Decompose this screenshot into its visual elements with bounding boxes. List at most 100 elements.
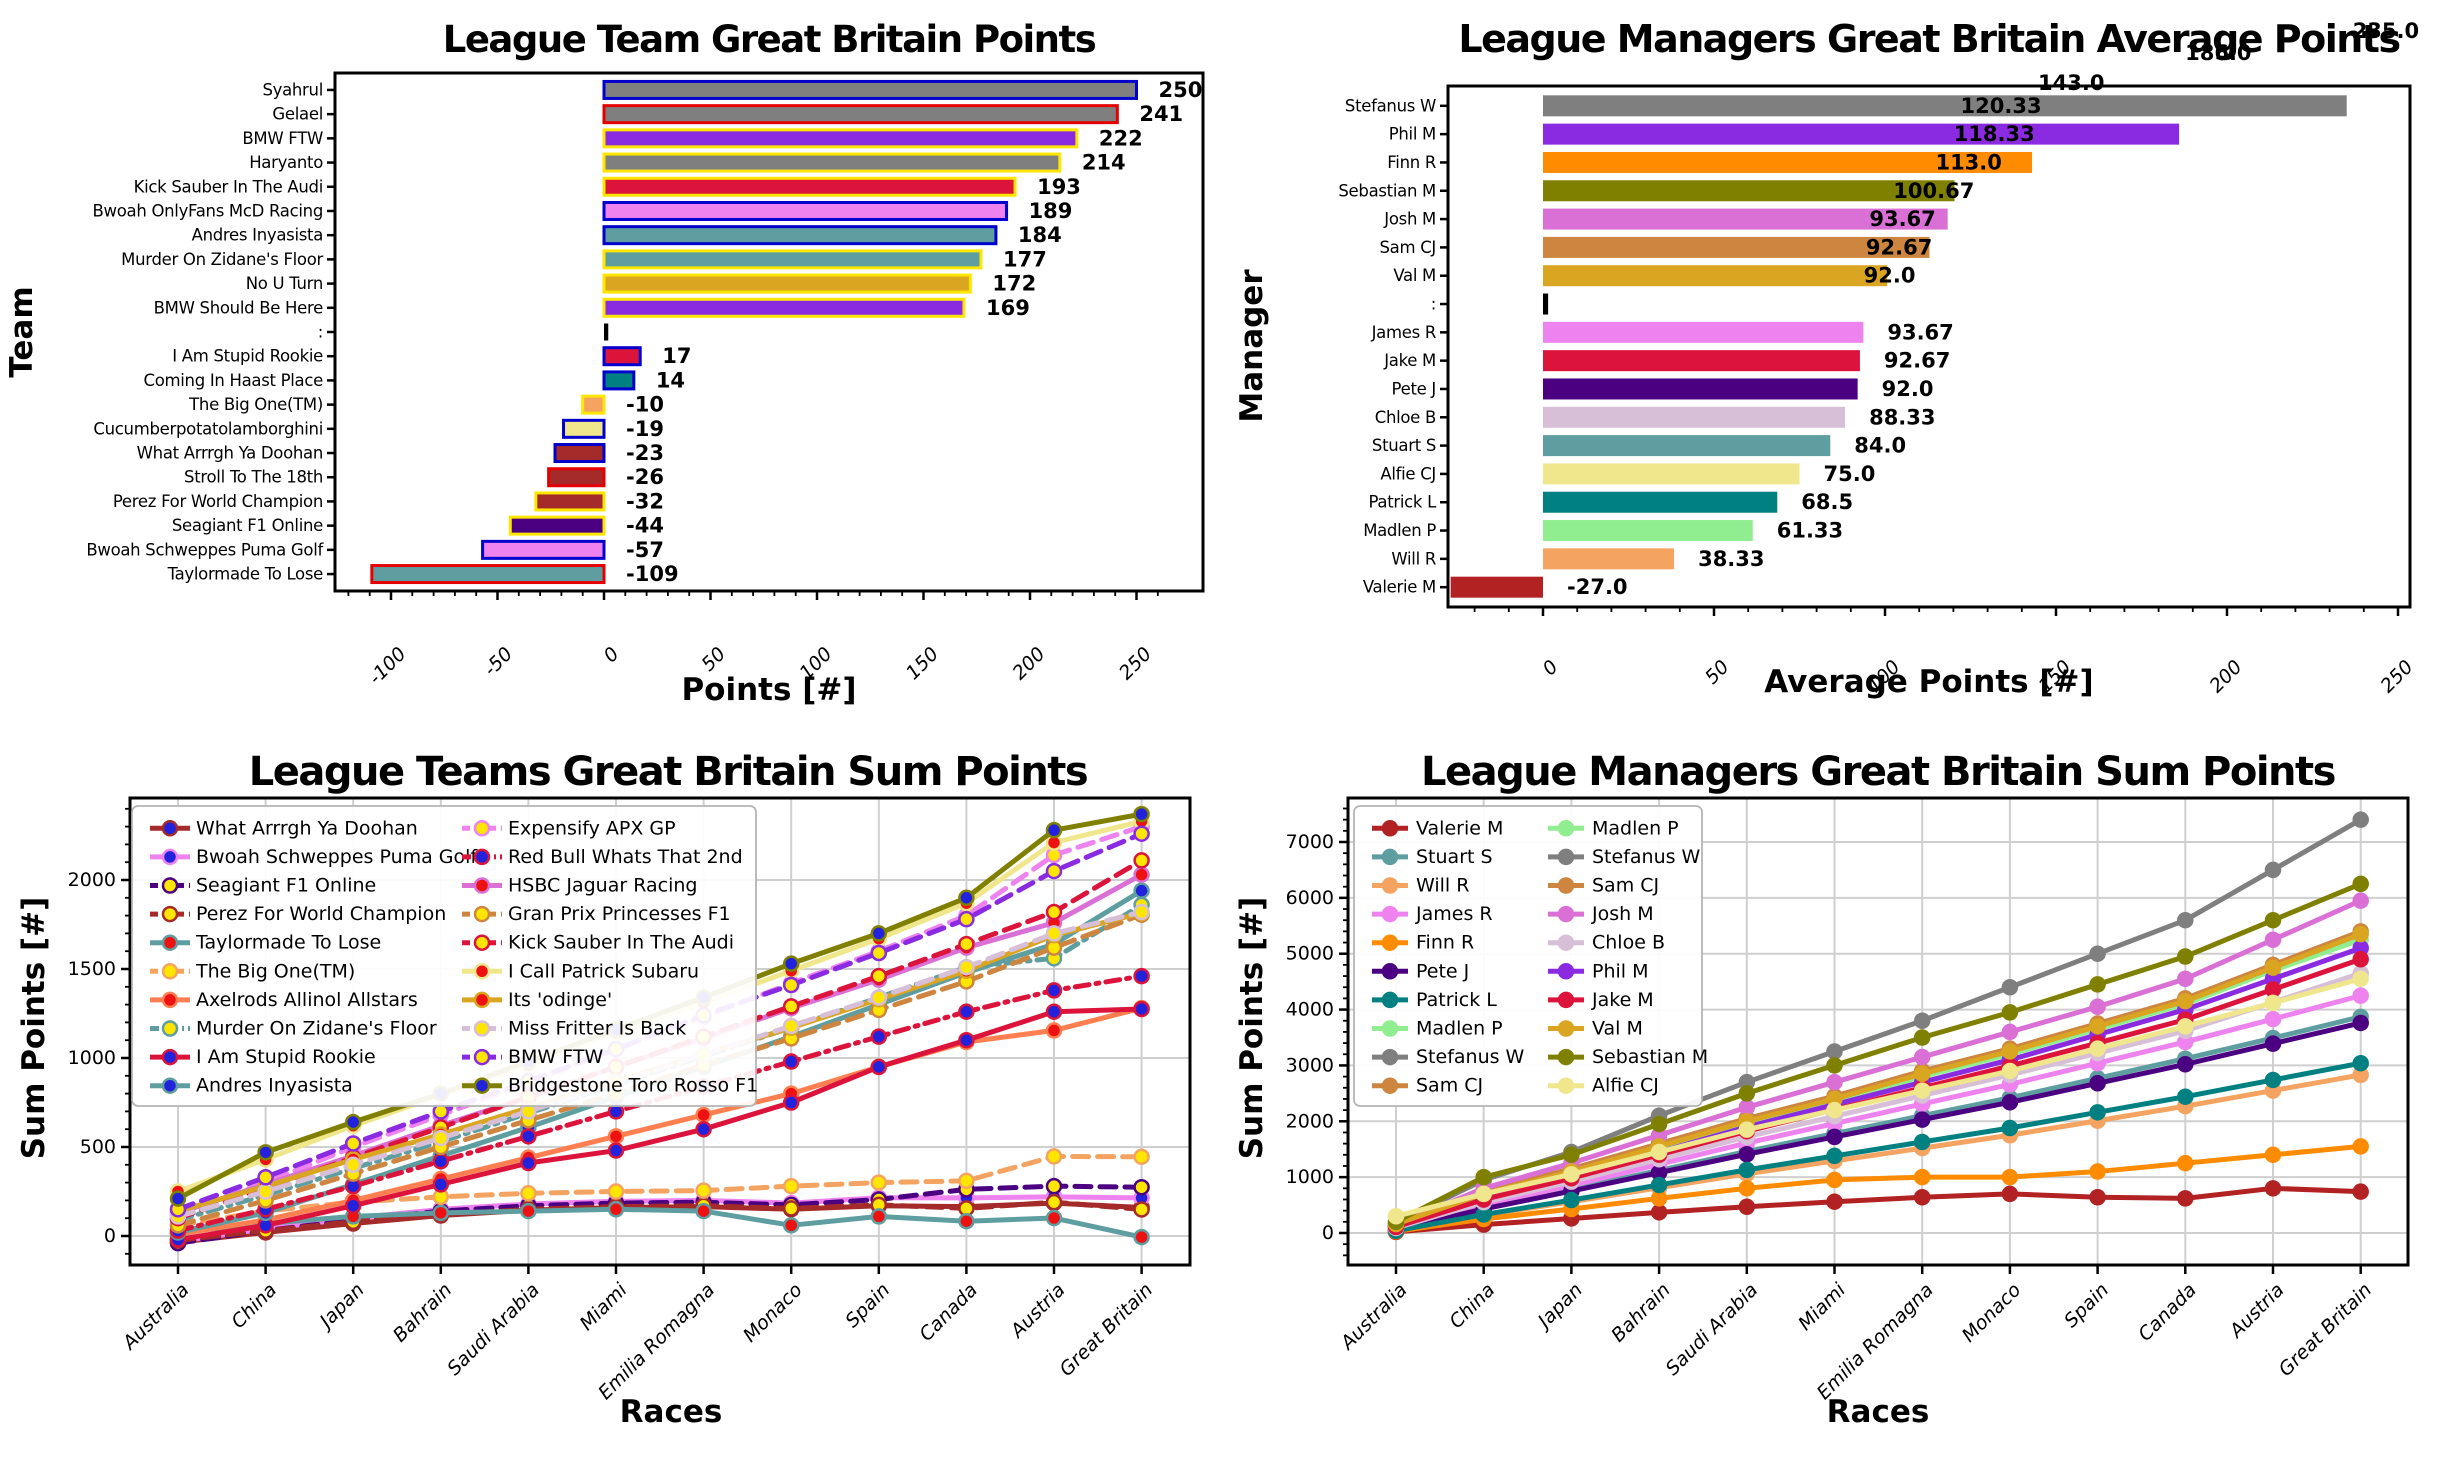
marker-sebastian-m — [1563, 1146, 1580, 1164]
team-points-title: League Team Great Britain Points — [443, 18, 1096, 61]
marker-bridgestone-toro-rosso-f1 — [1045, 821, 1063, 839]
legend-item-bridgestone-toro-rosso-f1: Bridgestone Toro Rosso F1 — [462, 1075, 758, 1097]
marker-josh-m — [1738, 1099, 1756, 1116]
marker-josh-m — [1913, 1048, 1931, 1066]
marker-i-am-stupid-rookie — [1133, 1000, 1150, 1018]
bar-stefanus-w — [1543, 95, 2347, 117]
marker-pete-j — [2089, 1075, 2106, 1092]
marker-josh-m — [2177, 970, 2194, 988]
legend-item-hsbc-jaguar-racing: HSBC Jaguar Racing — [462, 875, 697, 897]
marker-alfie-cj — [1826, 1101, 1843, 1119]
marker-i-am-stupid-rookie — [695, 1120, 712, 1138]
legend-marker — [473, 1020, 491, 1037]
bar-jake-m — [1543, 350, 1860, 372]
race-label-monaco: Monaco — [1958, 1279, 2026, 1347]
legend-label-hsbc-jaguar-racing: HSBC Jaguar Racing — [508, 875, 697, 897]
legend-label-bridgestone-toro-rosso-f1: Bridgestone Toro Rosso F1 — [508, 1075, 758, 1097]
row-label-coming-in-haast-place: Coming In Haast Place — [143, 371, 323, 390]
race-label-miami: Miami — [576, 1278, 632, 1334]
y-tick-label: 4000 — [1286, 999, 1334, 1021]
series-sebastian-m — [1393, 881, 2364, 1225]
legend-marker — [1381, 934, 1399, 951]
marker-bridgestone-toro-rosso-f1 — [257, 1144, 274, 1161]
bar-what-arrrgh-ya-doohan — [553, 443, 606, 464]
row-label-stroll-to-the-18th: Stroll To The 18th — [184, 468, 323, 487]
marker-the-big-one-tm — [782, 1177, 800, 1195]
legend-label-james-r: James R — [1415, 903, 1493, 925]
marker-finn-r — [1738, 1180, 1756, 1197]
legend-marker — [1381, 1048, 1399, 1066]
bar-value-perez-for-world-champion: -32 — [626, 489, 664, 513]
marker-miss-fritter-is-back — [958, 958, 975, 976]
race-label-china: China — [227, 1279, 281, 1333]
row-label-andres-inyasista: Andres Inyasista — [192, 226, 323, 245]
team-sum-points-xlabel: Races — [620, 1394, 723, 1430]
marker-james-r — [2352, 987, 2369, 1004]
marker-the-big-one-tm — [958, 1172, 975, 1190]
legend-marker — [161, 848, 179, 866]
legend-marker — [1557, 848, 1575, 866]
marker-valerie-m — [2264, 1180, 2282, 1197]
marker-val-m — [2352, 925, 2369, 943]
legend-marker — [1557, 991, 1575, 1009]
legend-item-james-r: James R — [1372, 903, 1493, 925]
marker-alfie-cj — [1387, 1207, 1405, 1225]
bar-value-valerie-m: -27.0 — [1567, 575, 1628, 599]
bar-value-jake-m: 92.67 — [1884, 349, 1950, 373]
row-label-chloe-b: Chloe B — [1375, 408, 1436, 427]
legend-marker — [1557, 934, 1575, 951]
bar-haryanto — [602, 152, 1062, 173]
marker-alfie-cj — [1913, 1082, 1931, 1099]
marker-bridgestone-toro-rosso-f1 — [169, 1190, 187, 1207]
marker-i-am-stupid-rookie — [870, 1058, 888, 1076]
race-label-saudi-arabia: Saudi Arabia — [443, 1279, 544, 1380]
bar-value-no-u-turn: 172 — [992, 272, 1036, 296]
bar-value-kick-sauber-in-the-audi: 193 — [1037, 175, 1081, 199]
bar-syahrul — [602, 79, 1138, 100]
marker-pete-j — [2352, 1014, 2369, 1032]
bar-sam-cj — [1543, 236, 1930, 258]
x-tick-label: -50 — [480, 643, 518, 681]
bar-value-sam-cj: 92.67 — [1866, 235, 1932, 259]
legend-item-josh-m: Josh M — [1548, 903, 1654, 925]
bar-phil-m — [1543, 123, 2180, 145]
marker-the-big-one-tm — [520, 1185, 537, 1202]
bar-madlen-p — [1543, 520, 1753, 542]
race-label-spain: Spain — [841, 1279, 894, 1332]
marker-finn-r — [2177, 1154, 2194, 1172]
marker-kick-sauber-in-the-audi — [958, 935, 975, 953]
bar-value-chloe-b: 88.33 — [1869, 405, 1935, 429]
series-patrick-l — [1393, 1060, 2364, 1234]
race-label-china: China — [1445, 1279, 1499, 1333]
marker-bridgestone-toro-rosso-f1 — [344, 1113, 362, 1131]
bar-stroll-to-the-18th — [547, 467, 606, 488]
row-label-gelael: Gelael — [272, 105, 323, 124]
row-label-taylormade-to-lose: Taylormade To Lose — [167, 565, 324, 584]
marker-seagiant-f1-online — [1045, 1177, 1063, 1195]
marker-i-am-stupid-rookie — [782, 1094, 800, 1111]
legend-label-miss-fritter-is-back: Miss Fritter Is Back — [508, 1018, 686, 1040]
marker-alfie-cj — [2089, 1040, 2106, 1057]
legend-marker — [473, 1048, 491, 1066]
x-tick-label: 0 — [599, 643, 623, 667]
marker-the-big-one-tm — [1045, 1148, 1063, 1165]
legend-marker — [1557, 963, 1575, 980]
bar-value-the-big-one-tm: -10 — [626, 393, 664, 417]
bar-andres-inyasista — [602, 225, 998, 246]
marker-bridgestone-toro-rosso-f1 — [870, 925, 888, 942]
legend-label-axelrods-allinol-allstars: Axelrods Allinol Allstars — [196, 989, 418, 1011]
bar-value-andres-inyasista: 184 — [1018, 223, 1062, 247]
legend-marker — [1557, 877, 1575, 894]
y-tick-label: 2000 — [68, 869, 116, 891]
marker-sebastian-m — [1650, 1115, 1668, 1133]
legend-marker — [161, 934, 179, 951]
marker-miss-fritter-is-back — [870, 989, 888, 1006]
legend-marker — [473, 963, 491, 980]
row-label-patrick-l: Patrick L — [1368, 493, 1437, 512]
marker-val-m — [2177, 992, 2194, 1010]
row-label-pete-j: Pete J — [1392, 379, 1436, 398]
x-tick-label: 200 — [1008, 643, 1049, 684]
series-chloe-b — [1393, 970, 2364, 1231]
row-label-syahrul: Syahrul — [262, 80, 323, 99]
